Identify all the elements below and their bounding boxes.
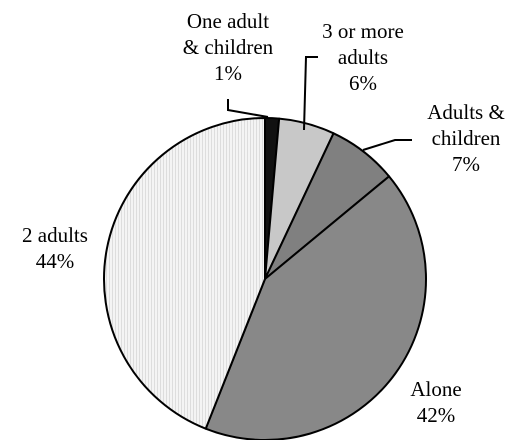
slice-label-alone-line-1: Alone (410, 377, 461, 401)
slice-label-one-adult-children-percent: 1% (214, 61, 242, 85)
leader-line-3-or-more-adults (304, 57, 318, 130)
slice-label-2-adults-percent: 44% (36, 249, 75, 273)
slice-label-3-or-more-adults-line-1: 3 or more (322, 19, 404, 43)
slice-label-one-adult-children-line-1: One adult (187, 9, 269, 33)
slice-label-3-or-more-adults-percent: 6% (349, 71, 377, 95)
leader-line-adults-children (363, 140, 412, 150)
slice-label-2-adults-line-1: 2 adults (22, 223, 88, 247)
slice-label-alone-percent: 42% (417, 403, 456, 427)
slice-label-adults-children-line-1: Adults & (427, 100, 505, 124)
slice-label-adults-children-percent: 7% (452, 152, 480, 176)
slice-label-adults-children-line-2: children (432, 126, 501, 150)
slice-label-3-or-more-adults-line-2: adults (338, 45, 388, 69)
leader-line-one-adult-children (228, 99, 268, 117)
slice-label-one-adult-children-line-2: & children (183, 35, 274, 59)
